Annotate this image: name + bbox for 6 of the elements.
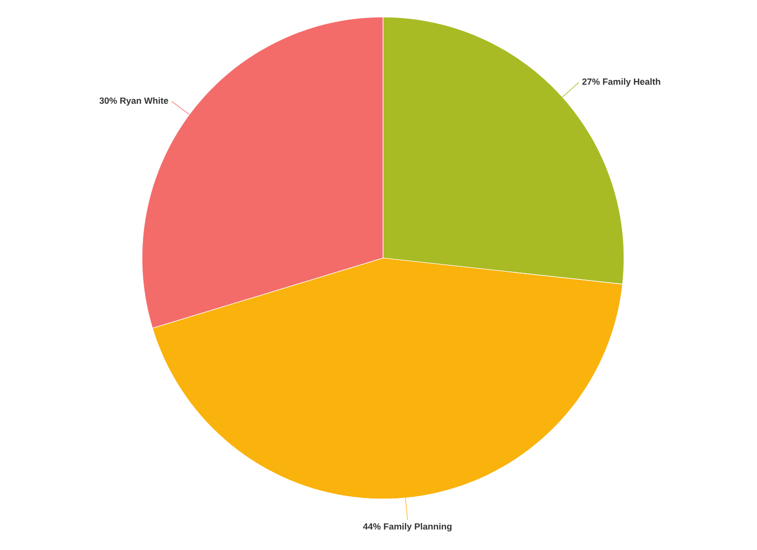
slice-label: Family Health: [603, 78, 660, 87]
data-label: 30%: [99, 97, 117, 104]
slice-label: Family Planning: [384, 523, 452, 532]
data-label: 27%: [582, 78, 600, 85]
slice-label: Ryan White: [120, 97, 168, 106]
data-label: 44%: [363, 523, 381, 530]
